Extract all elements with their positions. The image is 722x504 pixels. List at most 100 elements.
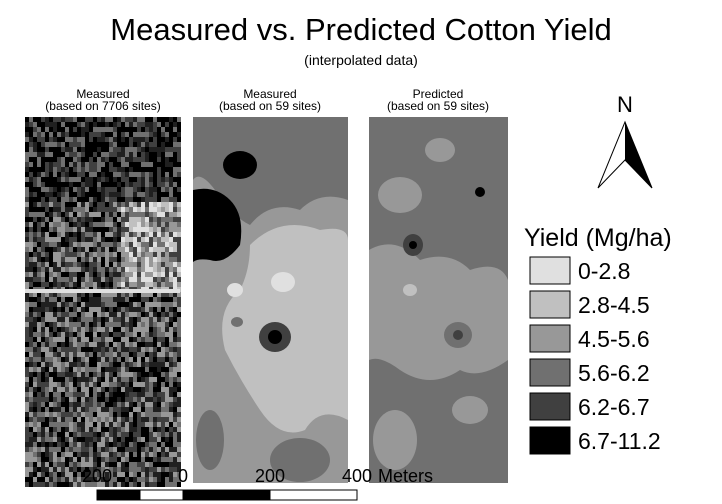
map-cell [125, 312, 129, 317]
map-cell [73, 362, 77, 367]
map-cell [41, 172, 45, 177]
map-cell [133, 257, 137, 262]
map-cell [133, 342, 137, 347]
map-cell [85, 407, 89, 412]
map-cell [65, 327, 69, 332]
map-cell [69, 352, 73, 357]
map-cell [65, 197, 69, 202]
map-cell [41, 277, 45, 282]
map-cell [177, 232, 181, 237]
map-cell [145, 167, 149, 172]
map-cell [113, 182, 117, 187]
map-cell [121, 157, 125, 162]
map-cell [109, 242, 113, 247]
map-cell [121, 337, 125, 342]
map-cell [117, 182, 121, 187]
map-cell [77, 172, 81, 177]
map-cell [41, 427, 45, 432]
map-cell [109, 262, 113, 267]
map-cell [137, 157, 141, 162]
map-cell [69, 397, 73, 402]
map-cell [69, 427, 73, 432]
map-cell [145, 457, 149, 462]
map-cell [165, 207, 169, 212]
map-cell [53, 447, 57, 452]
map-cell [37, 297, 41, 302]
map-cell [65, 147, 69, 152]
map-cell [101, 377, 105, 382]
map-cell [65, 117, 69, 122]
map-cell [161, 167, 165, 172]
map-cell [57, 157, 61, 162]
map-cell [105, 172, 109, 177]
map-cell [145, 252, 149, 257]
map-cell [137, 117, 141, 122]
map-cell [97, 457, 101, 462]
map-cell [133, 267, 137, 272]
map-cell [81, 372, 85, 377]
map-cell [49, 182, 53, 187]
map-cell [153, 337, 157, 342]
map-cell [105, 297, 109, 302]
map-cell [113, 272, 117, 277]
map-cell [141, 252, 145, 257]
map-cell [121, 347, 125, 352]
map-cell [77, 117, 81, 122]
map-cell [97, 417, 101, 422]
map-cell [25, 347, 29, 352]
map-cell [73, 297, 77, 302]
map-cell [137, 342, 141, 347]
map-cell [89, 447, 93, 452]
map-cell [57, 207, 61, 212]
map-cell [145, 412, 149, 417]
map-cell [93, 442, 97, 447]
map-cell [153, 377, 157, 382]
map-cell [177, 452, 181, 457]
map-cell [41, 357, 45, 362]
map-cell [37, 242, 41, 247]
map-cell [133, 192, 137, 197]
map-cell [133, 187, 137, 192]
map-cell [109, 177, 113, 182]
map-cell [177, 417, 181, 422]
map-cell [145, 447, 149, 452]
map-cell [73, 452, 77, 457]
map-cell [173, 127, 177, 132]
map-cell [113, 282, 117, 287]
map-cell [73, 197, 77, 202]
map-cell [61, 332, 65, 337]
map-cell [105, 312, 109, 317]
map-cell [149, 462, 153, 467]
map-cell [137, 337, 141, 342]
map-cell [153, 332, 157, 337]
map-cell [25, 212, 29, 217]
map-cell [165, 202, 169, 207]
map-cell [81, 407, 85, 412]
map-cell [49, 257, 53, 262]
map-cell [153, 282, 157, 287]
map-cell [29, 172, 33, 177]
map-cell [165, 247, 169, 252]
map-cell [81, 157, 85, 162]
map-cell [25, 312, 29, 317]
map-cell [133, 417, 137, 422]
map-cell [77, 397, 81, 402]
map-cell [69, 387, 73, 392]
map-cell [49, 447, 53, 452]
map-cell [141, 132, 145, 137]
map-cell [49, 367, 53, 372]
map-cell [173, 452, 177, 457]
map-cell [45, 332, 49, 337]
map-cell [161, 272, 165, 277]
map-cell [145, 182, 149, 187]
map-cell [93, 382, 97, 387]
map-cell [165, 312, 169, 317]
map-cell [37, 172, 41, 177]
map-cell [141, 172, 145, 177]
map-cell [49, 377, 53, 382]
map-cell [161, 117, 165, 122]
map-cell [113, 477, 117, 482]
map-cell [129, 382, 133, 387]
map-cell [145, 197, 149, 202]
map-cell [29, 372, 33, 377]
